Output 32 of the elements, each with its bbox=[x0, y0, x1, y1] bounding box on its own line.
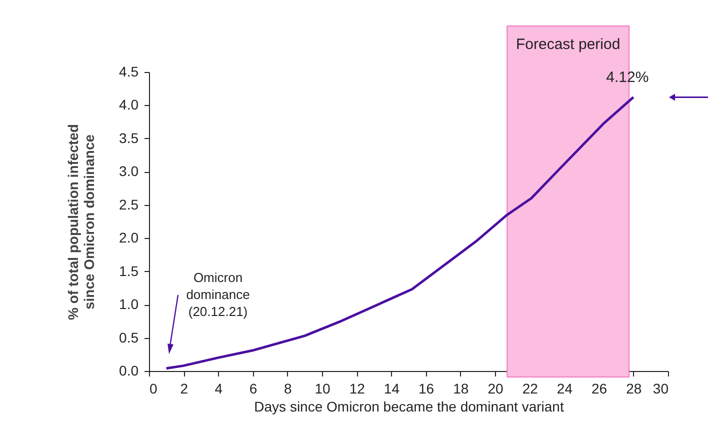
x-tick-label: 28 bbox=[626, 380, 642, 396]
band-label: Forecast period bbox=[516, 36, 620, 53]
y-tick-label: 4.5 bbox=[119, 64, 139, 80]
y-axis-title: % of total population infected since Omicron dominance bbox=[65, 124, 98, 320]
x-tick-label: 22 bbox=[522, 380, 538, 396]
data-label: 4.12% bbox=[606, 69, 649, 86]
x-tick-label: 24 bbox=[556, 380, 573, 396]
y-tick-label: 3.0 bbox=[119, 163, 139, 180]
x-tick-label: 16 bbox=[418, 380, 434, 396]
x-tick-label: 14 bbox=[384, 380, 400, 396]
x-axis-title: Days since Omicron became the dominant variant bbox=[254, 398, 564, 414]
x-tick-label: 2 bbox=[180, 380, 188, 396]
y-tick-label: 0.0 bbox=[119, 362, 139, 378]
y-tick-label: 2.5 bbox=[119, 196, 139, 212]
y-tick-label: 1.0 bbox=[119, 296, 139, 312]
y-tick-label: 4.0 bbox=[119, 96, 139, 113]
x-tick-label: 4 bbox=[214, 380, 223, 396]
x-tick-label: 20 bbox=[488, 380, 504, 396]
y-tick-label: 2.0 bbox=[119, 230, 139, 246]
x-tick-label: 8 bbox=[284, 380, 292, 396]
x-tick-label: 26 bbox=[592, 380, 608, 396]
y-tick-label: 0.5 bbox=[119, 329, 139, 346]
x-tick-label: 30 bbox=[652, 380, 669, 396]
y-tick-label: 1.5 bbox=[119, 262, 139, 279]
line-series bbox=[165, 96, 635, 370]
x-tick-label: 18 bbox=[453, 380, 469, 396]
y-tick-label: 3.5 bbox=[119, 130, 139, 146]
x-tick-label: 0 bbox=[150, 380, 158, 396]
x-tick-label: 6 bbox=[249, 380, 258, 396]
x-tick-label: 10 bbox=[314, 380, 330, 396]
annotation: Omicron dominance (20.12.21) bbox=[186, 270, 250, 319]
x-tick-label: 12 bbox=[349, 380, 366, 396]
